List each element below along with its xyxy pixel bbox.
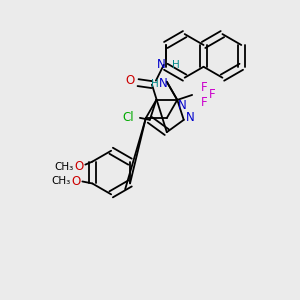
Text: N: N: [157, 58, 166, 71]
Text: Cl: Cl: [122, 111, 134, 124]
Text: N: N: [158, 77, 167, 90]
Text: H: H: [172, 60, 179, 70]
Text: O: O: [125, 74, 135, 87]
Text: H: H: [151, 79, 159, 89]
Text: F: F: [201, 96, 207, 110]
Text: CH₃: CH₃: [54, 162, 73, 172]
Text: F: F: [208, 88, 215, 101]
Text: N: N: [178, 99, 187, 112]
Text: O: O: [72, 175, 81, 188]
Text: CH₃: CH₃: [51, 176, 70, 187]
Text: O: O: [75, 160, 84, 173]
Text: N: N: [186, 111, 195, 124]
Text: F: F: [201, 80, 207, 94]
